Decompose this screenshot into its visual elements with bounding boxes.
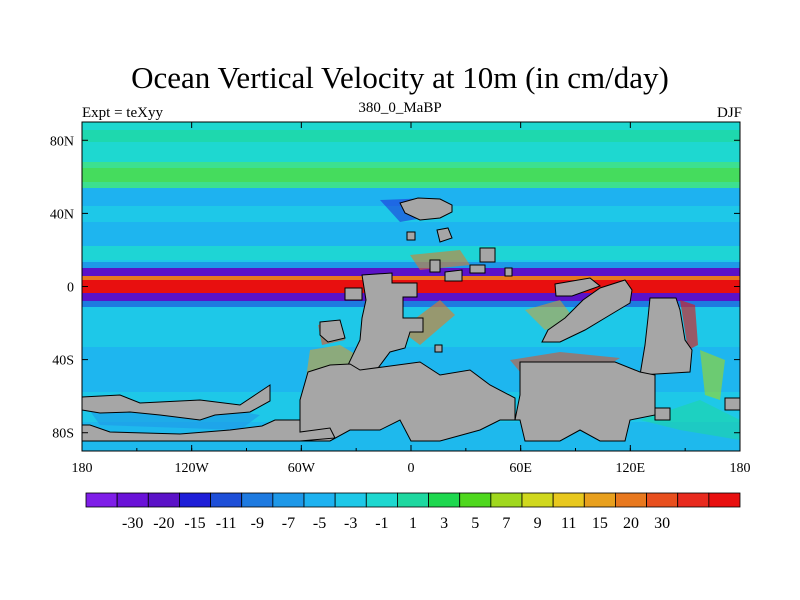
colorbar-swatch [646,492,679,508]
colorbar-label: 15 [592,515,608,532]
land-polygon [299,361,656,442]
colorbar-label: -30 [122,515,143,532]
land-polygon [504,267,513,277]
colorbar-swatch [583,492,616,508]
lon-tick-label: 180 [730,461,751,476]
colorbar-swatch [552,492,585,508]
colorbar-label: -9 [251,515,264,532]
lat-tick-label: 40S [52,354,74,369]
colorbar-label: -15 [184,515,205,532]
colorbar-label: 3 [440,515,448,532]
colorbar-swatch [708,492,741,508]
colorbar-swatch [85,492,118,508]
colorbar-label: -7 [282,515,295,532]
season-label: DJF [716,105,742,121]
land-polygon [469,264,486,274]
land-polygon [639,297,693,376]
colorbar-swatch [365,492,398,508]
land-polygon [434,344,443,353]
map-title: Ocean Vertical Velocity at 10m (in cm/da… [131,60,669,95]
land-polygon [724,397,740,411]
colorbar-swatch [397,492,429,508]
colorbar-swatch [428,492,461,508]
lat-tick-label: 80N [50,134,74,149]
lon-tick-label: 180 [72,461,93,476]
colorbar-swatch [179,492,211,508]
colorbar-label: -11 [216,515,237,532]
colorbar-label: -5 [313,515,326,532]
colorbar-swatch [521,492,554,508]
lon-tick-label: 120W [175,461,210,476]
colorbar-label: 7 [502,515,510,532]
colorbar-label: 11 [561,515,576,532]
colorbar-label: -20 [153,515,174,532]
lon-tick-label: 0 [408,461,415,476]
lat-tick-label: 0 [67,281,74,296]
latitude-axis: 80N 40N 0 40S 80S [50,134,740,442]
colorbar-swatch [490,492,523,508]
colorbar-label: 20 [623,515,639,532]
land-polygon [654,407,671,421]
land-masses [82,197,740,442]
lon-tick-label: 60E [509,461,532,476]
time-label: 380_0_MaBP [358,100,442,116]
colorbar-label: 30 [654,515,670,532]
land-polygon [319,319,346,343]
colorbar-label: 9 [534,515,542,532]
land-polygon [344,272,424,381]
colorbar-swatch [210,492,243,508]
lat-tick-label: 40N [50,207,74,222]
colorbar-swatch [459,492,492,508]
colorbar-label: 1 [409,515,417,532]
land-polygon [479,247,496,263]
colorbar-swatch [116,492,149,508]
colorbar-swatch [334,492,367,508]
colorbar-swatch [272,492,305,508]
colorbar-swatch [615,492,647,508]
colorbar-swatch [303,492,336,508]
lat-tick-label: 80S [52,427,74,442]
land-polygon [429,259,441,273]
land-polygon [344,287,363,301]
experiment-label: Expt = teXyy [82,105,163,121]
longitude-axis: 180 120W 60W 0 60E 120E 180 [72,122,751,476]
lon-tick-label: 120E [616,461,646,476]
land-polygon [541,279,633,343]
land-polygon [436,227,453,243]
land-polygon [406,231,416,241]
lon-tick-label: 60W [288,461,316,476]
colorbar-label: 5 [471,515,479,532]
colorbar-label: -3 [344,515,357,532]
colorbar-label: -1 [375,515,388,532]
land-polygon [82,419,336,442]
land-polygon [554,277,602,297]
land-polygon [82,384,271,421]
land-polygon [444,269,463,282]
colorbar: -30 -20 -15 -11 -9 -7 -5 -3 -1 1 3 5 7 9 11 15 20 30 [85,492,741,532]
land-polygon [399,197,453,221]
colorbar-swatch [677,492,710,508]
colorbar-swatch [147,492,180,508]
colorbar-swatch [241,492,274,508]
